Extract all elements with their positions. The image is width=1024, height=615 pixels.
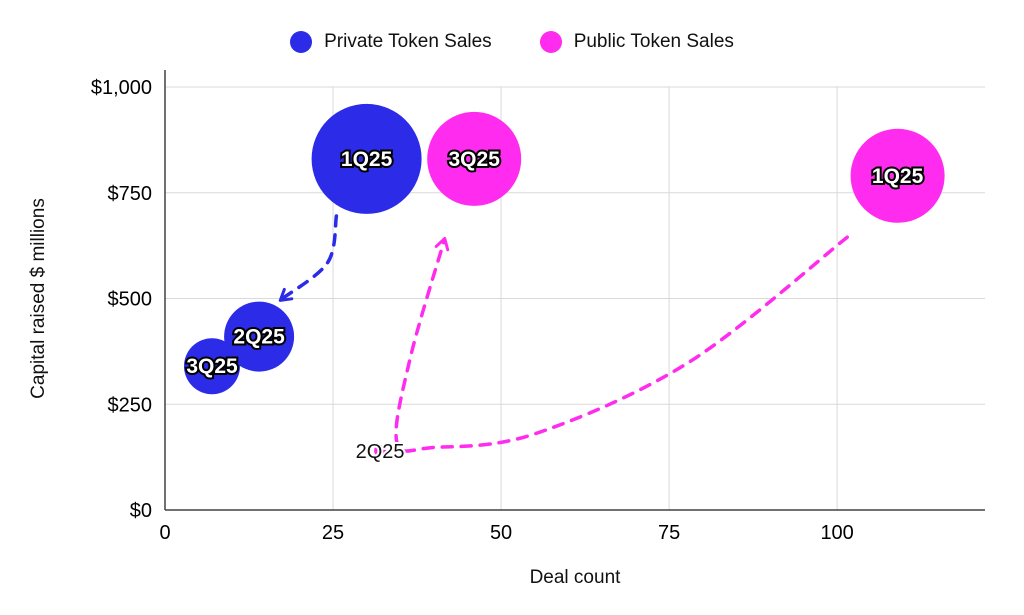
- chart-legend: Private Token Sales Public Token Sales: [0, 31, 1024, 53]
- y-axis-title: Capital raised $ millions: [28, 198, 49, 399]
- x-tick-label-0: 0: [159, 522, 170, 544]
- y-tick-label-750: $750: [108, 183, 153, 205]
- bubble-private-2q25: [224, 301, 295, 372]
- x-tick-label-100: 100: [820, 522, 853, 544]
- legend-label-private: Private Token Sales: [324, 31, 492, 52]
- y-tick-label-250: $250: [108, 394, 153, 416]
- legend-item-private-token-sales: Private Token Sales: [290, 31, 492, 53]
- x-tick-label-75: 75: [658, 522, 680, 544]
- x-axis-title: Deal count: [530, 567, 622, 588]
- bubble-label-private-2q25: 2Q25: [233, 326, 285, 349]
- bubble-private-1q25: [311, 103, 422, 214]
- legend-item-public-token-sales: Public Token Sales: [539, 31, 734, 53]
- private-decline-arrow: [278, 214, 339, 302]
- public-rebound-arrow: [394, 235, 849, 453]
- x-tick-label-50: 50: [490, 522, 512, 544]
- y-tick-label-1000: $1,000: [91, 77, 152, 99]
- y-tick-label-500: $500: [108, 289, 153, 311]
- bubble-label-public-1q25: 1Q25: [872, 165, 924, 188]
- legend-label-public: Public Token Sales: [573, 31, 734, 52]
- bubble-label-public-2q25: 2Q25: [356, 441, 405, 463]
- bubble-label-public-3q25: 3Q25: [449, 148, 501, 171]
- bubble-private-3q25: [184, 338, 240, 395]
- x-tick-label-25: 25: [322, 522, 344, 544]
- bubble-public-3q25: [427, 111, 522, 206]
- legend-swatch-private-icon: [290, 31, 313, 53]
- legend-swatch-public-icon: [539, 31, 562, 53]
- bubble-public-1q25: [850, 128, 945, 223]
- y-tick-label-0: $0: [130, 500, 152, 522]
- bubble-label-private-1q25: 1Q25: [341, 148, 393, 171]
- bubble-public-2q25: [374, 444, 387, 457]
- bubble-label-private-3q25: 3Q25: [186, 355, 238, 378]
